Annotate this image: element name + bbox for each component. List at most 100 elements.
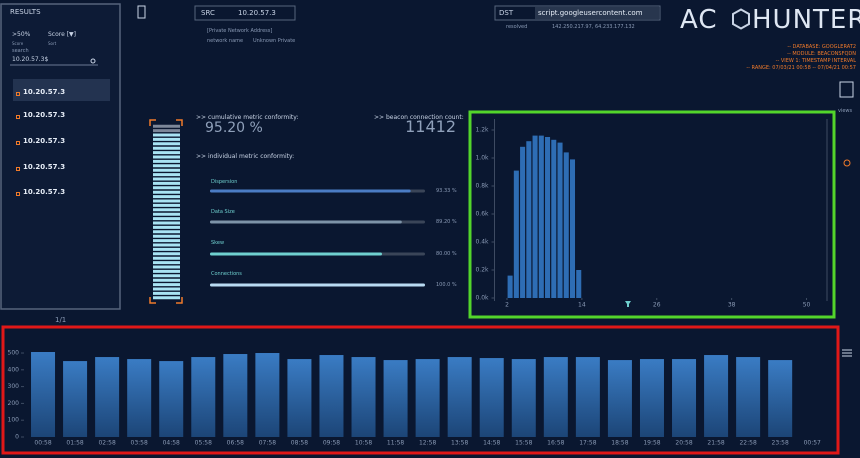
src-type: [Private Network Address] [207,28,273,34]
menu-icon [842,349,852,357]
network-name: Unknown Private [253,38,296,44]
dst-label: DST [499,9,514,17]
sort[interactable]: Score [▼] [48,31,77,38]
y-tick-label: 0.2k [475,267,489,274]
bar [520,146,526,298]
info-line: -- VIEW 1: TIMESTAMP INTERVAL [775,58,856,64]
x-tick-label: 14:58 [483,440,500,447]
x-tick-label: 03:58 [131,440,148,447]
bar [538,135,544,298]
count-value: 11412 [405,117,456,136]
x-tick-label: 23:58 [772,440,789,447]
y-tick-label: 0.4k [475,239,489,246]
bar [255,353,280,437]
bar [639,359,664,437]
metric-value: 80.00 % [436,251,457,257]
y-tick-label: 0 [15,434,19,441]
result-item[interactable]: 10.20.57.3 [23,163,66,171]
x-tick-label: 19:58 [643,440,660,447]
bar [511,359,536,437]
metric-name: Dispersion [211,179,238,185]
bar [557,142,563,298]
info-line: -- MODULE: BEACONSFQDN [787,51,856,57]
sidebar-title: RESULTS [10,8,41,16]
pagination: 1/1 [55,316,67,324]
sidebar-frame [0,3,121,310]
src: 10.20.57.3 [238,9,276,17]
bar [31,352,56,437]
logo-hex [732,8,750,30]
x-tick-label: 04:58 [163,440,180,447]
bar [159,361,184,437]
metric-name: Data Size [211,209,235,215]
x-tick-label: 2 [505,302,509,309]
y-tick-label: 1.2k [475,127,489,134]
metric-bar [210,252,382,256]
label: >> beacon connection count: [374,114,464,121]
x-tick-label: 22:58 [739,440,756,447]
bar [223,354,248,437]
result-item[interactable]: 10.20.57.3 [23,111,66,119]
x-tick-label: 06:58 [227,440,244,447]
x-tick-label: 12:58 [419,440,436,447]
cumulative-value: 95.20 % [205,120,263,136]
bar [507,275,513,298]
result-dot [16,92,20,96]
x-tick-label: 02:58 [98,440,115,447]
metric-value: 100.0 % [436,282,457,288]
label: Sort [48,41,57,46]
bar [543,357,568,437]
gauge [153,123,180,301]
x-tick-label: 38 [728,302,736,309]
bar [576,270,582,298]
bar [768,360,793,437]
logo: AC [680,5,718,35]
dst-box [494,5,661,21]
logo: HUNTER [752,5,860,35]
result-item[interactable]: 10.20.57.3 [23,188,66,196]
bar [513,170,519,298]
label: >> individual metric conformity: [196,153,295,160]
bar [95,357,120,437]
result-item[interactable]: 10.20.57.3 [23,137,66,145]
x-tick-label: 50 [803,302,811,309]
y-tick-label: 100 [8,417,20,424]
views-label: views [838,108,853,114]
y-tick-label: 0.0k [475,295,489,302]
dst-field [535,7,659,19]
x-tick-label: 16:58 [547,440,564,447]
axis-frame [494,119,828,301]
search-input[interactable]: 10.20.57.3$ [12,56,49,63]
bar [63,361,88,437]
label: >> cumulative metric conformity: [196,114,299,121]
y-tick-label: 300 [8,383,20,390]
bar [563,152,569,298]
src-box [194,5,296,21]
metric-bar [210,220,402,224]
bar [351,357,376,437]
metric-bars [210,189,425,287]
metric-bar [210,283,425,287]
info-line: -- DATABASE: GOOGLERAT2 [787,44,856,50]
x-tick-label: 15:58 [515,440,532,447]
result-item[interactable]: 10.20.57.3 [23,88,66,96]
highlight-box [468,110,836,319]
metric-bar [210,189,411,193]
bar [287,359,312,437]
bar [319,355,344,437]
bar [447,357,472,437]
bar [526,141,532,298]
x-tick-label: 13:58 [451,440,468,447]
filter[interactable]: >50% [12,31,31,38]
y-tick-label: 1.0k [475,155,489,162]
info-line: -- RANGE: 07/03/21 00:58 -- 07/04/21 00:… [746,65,856,71]
bar [607,360,632,437]
bar-chart: 0 100 200 300 400 500 00:58 01:58 02:58 03:58 04:5… [8,350,822,447]
highlight-box [1,325,840,455]
x-tick-label: 09:58 [323,440,340,447]
resolved: 142.250.217.97, 64.233.177.132 [552,24,635,30]
bar [545,137,551,298]
result-dot [16,115,20,119]
y-tick-label: 500 [8,350,20,357]
